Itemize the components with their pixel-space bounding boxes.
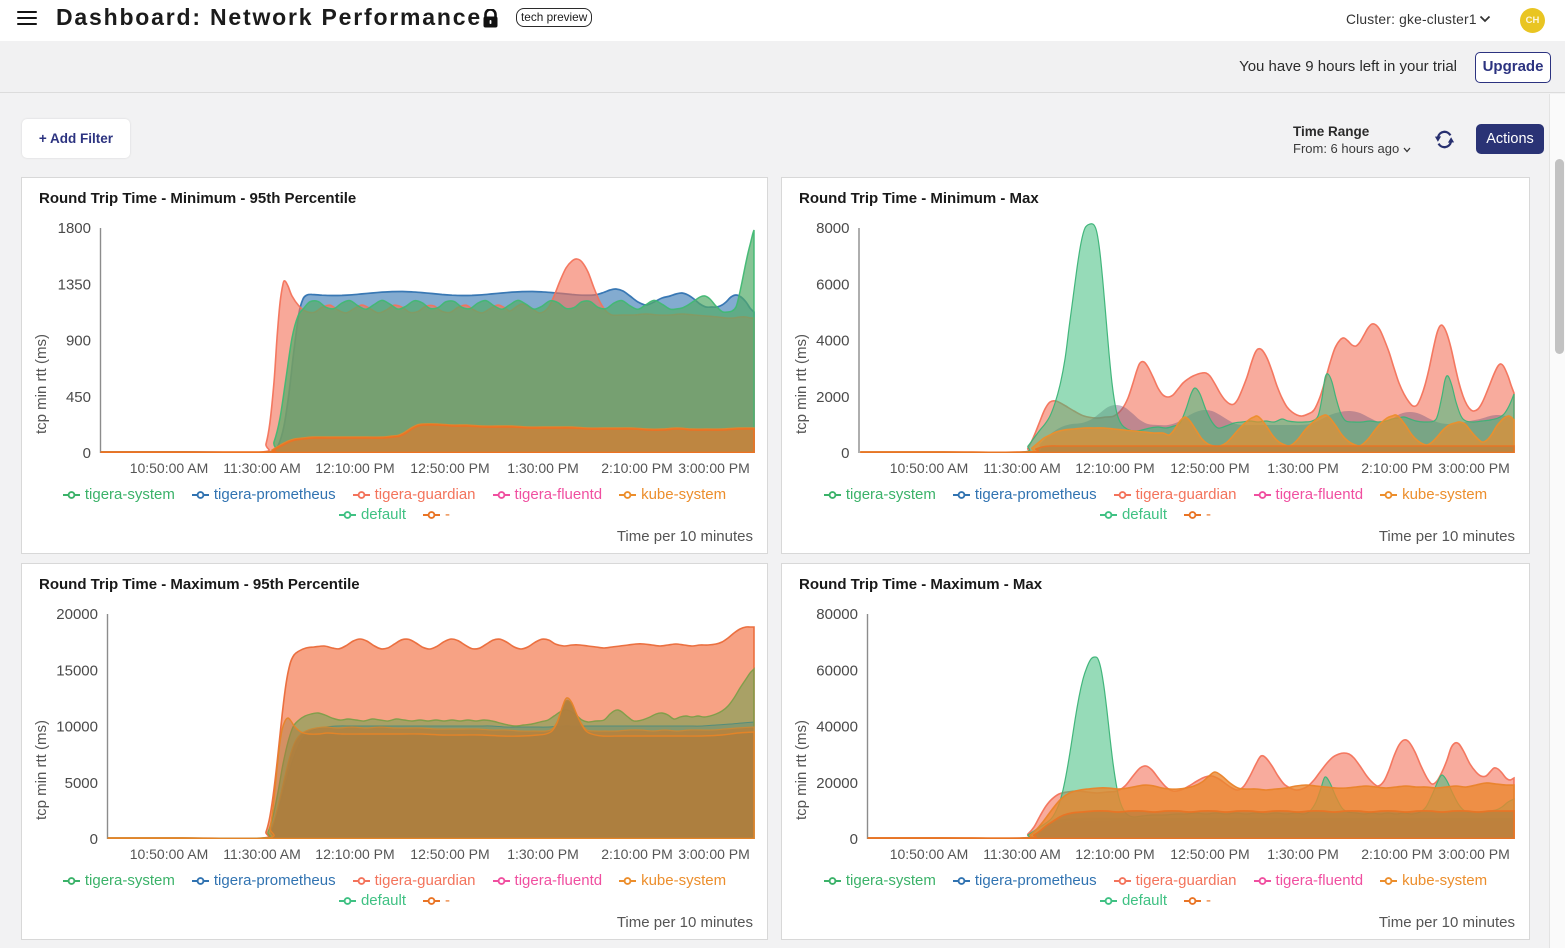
svg-text:5000: 5000 — [65, 775, 98, 792]
svg-text:12:10:00 PM: 12:10:00 PM — [315, 460, 394, 476]
svg-text:2:10:00 PM: 2:10:00 PM — [601, 846, 673, 862]
svg-text:tcp min rtt (ms): tcp min rtt (ms) — [33, 720, 50, 820]
svg-text:0: 0 — [83, 445, 91, 462]
svg-text:12:50:00 PM: 12:50:00 PM — [410, 460, 489, 476]
svg-text:1:30:00 PM: 1:30:00 PM — [507, 460, 579, 476]
svg-text:tcp min rtt (ms): tcp min rtt (ms) — [793, 334, 810, 434]
svg-text:3:00:00 PM: 3:00:00 PM — [678, 846, 750, 862]
svg-text:10000: 10000 — [56, 719, 98, 736]
svg-text:1:30:00 PM: 1:30:00 PM — [1267, 846, 1339, 862]
svg-text:2:10:00 PM: 2:10:00 PM — [601, 460, 673, 476]
svg-text:3:00:00 PM: 3:00:00 PM — [1438, 846, 1510, 862]
svg-text:2:10:00 PM: 2:10:00 PM — [1361, 460, 1433, 476]
svg-text:10:50:00 AM: 10:50:00 AM — [890, 460, 969, 476]
svg-text:10:50:00 AM: 10:50:00 AM — [130, 846, 209, 862]
svg-text:11:30:00 AM: 11:30:00 AM — [223, 460, 301, 476]
svg-text:12:10:00 PM: 12:10:00 PM — [315, 846, 394, 862]
svg-text:0: 0 — [90, 831, 98, 848]
svg-text:12:50:00 PM: 12:50:00 PM — [1170, 846, 1249, 862]
svg-text:2:10:00 PM: 2:10:00 PM — [1361, 846, 1433, 862]
svg-text:11:30:00 AM: 11:30:00 AM — [223, 846, 301, 862]
svg-text:12:10:00 PM: 12:10:00 PM — [1075, 846, 1154, 862]
svg-text:60000: 60000 — [816, 662, 858, 679]
svg-text:8000: 8000 — [816, 220, 849, 237]
svg-text:2000: 2000 — [816, 389, 849, 406]
svg-text:80000: 80000 — [816, 606, 858, 623]
svg-text:900: 900 — [66, 333, 91, 350]
svg-text:tcp min rtt (ms): tcp min rtt (ms) — [793, 720, 810, 820]
svg-text:0: 0 — [850, 831, 858, 848]
svg-text:12:10:00 PM: 12:10:00 PM — [1075, 460, 1154, 476]
svg-text:1350: 1350 — [58, 276, 91, 293]
svg-text:3:00:00 PM: 3:00:00 PM — [1438, 460, 1510, 476]
svg-text:12:50:00 PM: 12:50:00 PM — [1170, 460, 1249, 476]
svg-text:1800: 1800 — [58, 220, 91, 237]
svg-text:1:30:00 PM: 1:30:00 PM — [1267, 460, 1339, 476]
svg-text:6000: 6000 — [816, 276, 849, 293]
svg-text:0: 0 — [841, 445, 849, 462]
svg-text:20000: 20000 — [56, 606, 98, 623]
svg-text:10:50:00 AM: 10:50:00 AM — [130, 460, 209, 476]
svg-text:11:30:00 AM: 11:30:00 AM — [983, 846, 1061, 862]
svg-text:11:30:00 AM: 11:30:00 AM — [983, 460, 1061, 476]
svg-text:20000: 20000 — [816, 775, 858, 792]
svg-text:3:00:00 PM: 3:00:00 PM — [678, 460, 750, 476]
svg-text:40000: 40000 — [816, 719, 858, 736]
svg-text:10:50:00 AM: 10:50:00 AM — [890, 846, 969, 862]
svg-text:15000: 15000 — [56, 662, 98, 679]
svg-text:tcp min rtt (ms): tcp min rtt (ms) — [33, 334, 50, 434]
svg-text:4000: 4000 — [816, 333, 849, 350]
svg-text:450: 450 — [66, 389, 91, 406]
svg-text:1:30:00 PM: 1:30:00 PM — [507, 846, 579, 862]
svg-text:12:50:00 PM: 12:50:00 PM — [410, 846, 489, 862]
